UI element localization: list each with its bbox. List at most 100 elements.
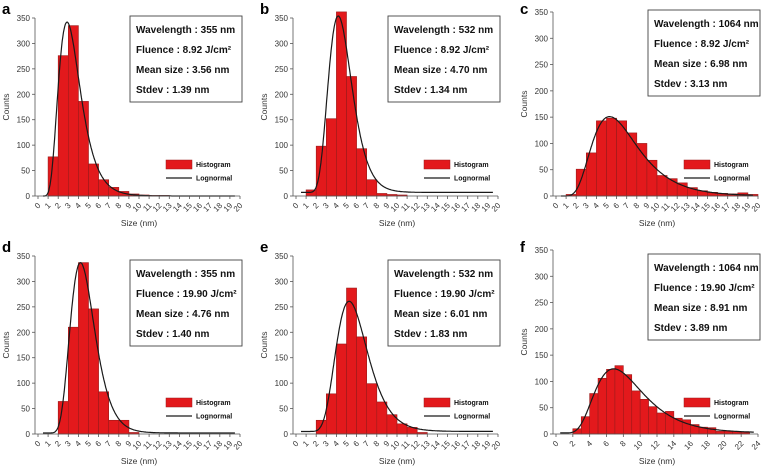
y-tick-label: 200 [275, 90, 289, 99]
x-tick-label: 3 [63, 201, 73, 211]
y-tick-label: 250 [17, 303, 31, 312]
histogram-bar [656, 412, 666, 435]
histogram-bar [606, 369, 616, 435]
info-line: Stdev : 1.40 nm [136, 329, 209, 340]
histogram-bar [57, 401, 69, 435]
x-tick-label: 20 [232, 439, 245, 452]
y-tick-label: 0 [26, 192, 31, 201]
info-line: Mean size : 4.76 nm [136, 309, 229, 320]
panel-letter: e [260, 239, 268, 256]
histogram-bar [68, 25, 79, 197]
x-tick-label: 9 [382, 439, 392, 449]
y-tick-label: 200 [17, 328, 31, 337]
histogram-bar [596, 120, 607, 197]
y-tick-label: 200 [535, 325, 549, 334]
histogram-bar [315, 419, 327, 435]
x-tick-label: 1 [301, 439, 311, 449]
info-line: Wavelength : 1064 nm [654, 19, 759, 30]
histogram-bar [88, 308, 99, 435]
y-tick-label: 50 [21, 405, 30, 414]
x-tick-label: 4 [73, 201, 83, 211]
y-tick-label: 250 [535, 61, 549, 70]
x-axis-label: Size (nm) [379, 218, 416, 228]
histogram-bar [98, 179, 109, 197]
histogram-bar [326, 118, 337, 197]
x-tick-label: 9 [382, 201, 392, 211]
x-tick-label: 1 [301, 201, 311, 211]
legend-lognormal-label: Lognormal [714, 176, 750, 183]
y-tick-label: 300 [17, 277, 31, 286]
x-tick-label: 2 [53, 439, 63, 449]
x-tick-label: 20 [490, 201, 503, 214]
info-line: Mean size : 4.70 nm [394, 65, 487, 76]
x-tick-label: 1 [561, 201, 571, 211]
y-tick-label: 100 [17, 379, 31, 388]
x-tick-label: 14 [666, 439, 679, 452]
legend-lognormal-label: Lognormal [454, 414, 490, 421]
legend-histogram-swatch [165, 397, 193, 408]
histogram-bar [57, 55, 69, 197]
info-line: Fluence : 19.90 J/cm² [394, 289, 495, 300]
legend-lognormal-label: Lognormal [196, 176, 232, 183]
info-box [129, 259, 243, 347]
x-axis-label: Size (nm) [639, 456, 676, 466]
y-tick-label: 0 [544, 430, 549, 439]
y-tick-label: 50 [279, 167, 288, 176]
histogram-bar [108, 419, 120, 435]
x-tick-label: 8 [114, 201, 124, 211]
legend-histogram-label: Histogram [454, 162, 489, 169]
legend-histogram-swatch [423, 397, 451, 408]
y-tick-label: 100 [535, 139, 549, 148]
y-tick-label: 100 [275, 141, 289, 150]
y-tick-label: 150 [535, 351, 549, 360]
legend-histogram-swatch [683, 159, 711, 170]
x-tick-label: 16 [682, 439, 695, 452]
info-line: Stdev : 1.83 nm [394, 329, 467, 340]
x-tick-label: 8 [618, 439, 628, 449]
info-line: Fluence : 19.90 J/cm² [654, 283, 755, 294]
histogram-bar [396, 423, 408, 435]
info-line: Fluence : 8.92 J/cm² [136, 45, 232, 56]
lognormal-curve [301, 300, 493, 433]
y-tick-label: 100 [275, 379, 289, 388]
x-tick-label: 3 [321, 201, 331, 211]
info-line: Wavelength : 355 nm [136, 25, 235, 36]
x-tick-label: 0 [33, 201, 43, 211]
x-tick-label: 12 [649, 439, 662, 452]
info-line: Fluence : 19.90 J/cm² [136, 289, 237, 300]
y-axis-label: Counts [1, 332, 11, 359]
panel-letter: c [520, 1, 528, 18]
legend-histogram-swatch [423, 159, 451, 170]
info-box [647, 253, 761, 341]
legend-histogram-label: Histogram [714, 162, 749, 169]
x-tick-label: 5 [83, 439, 93, 449]
x-tick-label: 1 [43, 439, 53, 449]
y-tick-label: 250 [535, 299, 549, 308]
y-tick-label: 350 [535, 246, 549, 255]
x-tick-label: 7 [362, 439, 372, 449]
y-tick-label: 350 [17, 252, 31, 261]
x-tick-label: 1 [43, 201, 53, 211]
y-tick-label: 50 [279, 405, 288, 414]
legend-histogram-swatch [683, 397, 711, 408]
x-tick-label: 2 [53, 201, 63, 211]
y-tick-label: 50 [539, 404, 548, 413]
y-tick-label: 150 [535, 113, 549, 122]
info-line: Fluence : 8.92 J/cm² [654, 39, 750, 50]
legend-histogram-label: Histogram [196, 400, 231, 407]
info-line: Mean size : 3.56 nm [136, 65, 229, 76]
histogram-bar [648, 406, 658, 435]
x-tick-label: 10 [632, 439, 645, 452]
histogram-bar [631, 390, 641, 435]
lognormal-curve [560, 368, 754, 434]
x-axis-label: Size (nm) [121, 456, 158, 466]
y-axis-label: Counts [1, 94, 11, 121]
x-tick-label: 8 [372, 439, 382, 449]
y-tick-label: 200 [17, 90, 31, 99]
x-tick-label: 20 [232, 201, 245, 214]
legend-lognormal-label: Lognormal [714, 414, 750, 421]
